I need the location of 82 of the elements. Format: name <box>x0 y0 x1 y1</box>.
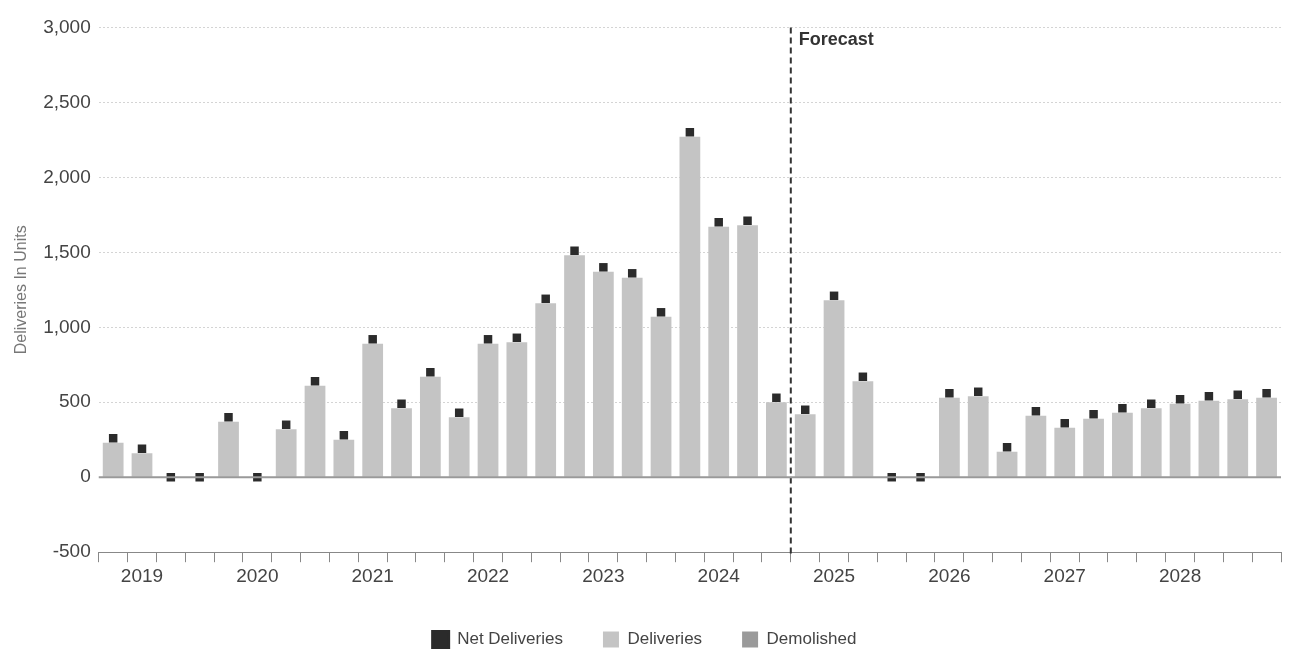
point <box>1175 395 1185 404</box>
annotation: Forecast <box>798 29 874 50</box>
point <box>1118 404 1127 413</box>
bar <box>1112 412 1133 477</box>
point <box>772 393 781 402</box>
bar <box>823 300 845 477</box>
legend-label: Deliveries <box>627 629 703 649</box>
point <box>714 218 723 227</box>
bar <box>852 381 874 477</box>
y-axis-title: Deliveries In Units <box>12 225 30 355</box>
bar <box>650 316 672 477</box>
bar <box>737 225 758 477</box>
bar <box>1227 399 1249 477</box>
bar <box>506 342 528 477</box>
bar <box>1054 427 1076 477</box>
bar <box>131 453 153 477</box>
bar <box>362 343 384 477</box>
point <box>541 294 550 304</box>
y-tick-label: 2,000 <box>43 165 91 187</box>
point <box>483 335 493 344</box>
bar <box>304 385 326 477</box>
y-tick-label: 0 <box>80 465 91 487</box>
x-tick-label: 2024 <box>697 564 741 586</box>
bar <box>1198 400 1220 477</box>
point <box>1204 392 1214 401</box>
point <box>1089 410 1098 419</box>
y-tick-label: 2,500 <box>43 90 91 112</box>
point <box>627 269 637 278</box>
bar <box>218 421 239 477</box>
bar <box>419 376 441 477</box>
legend-label: Demolished <box>766 629 857 649</box>
bar <box>535 303 557 477</box>
bar <box>1140 408 1162 477</box>
bar <box>679 136 701 477</box>
x-tick-label: 2019 <box>120 564 164 586</box>
point <box>743 216 752 226</box>
bar <box>708 226 730 477</box>
bar <box>794 414 816 477</box>
legend-label: Net Deliveries <box>457 629 563 649</box>
point <box>685 128 695 137</box>
point <box>599 263 608 272</box>
y-tick-label: 1,500 <box>43 240 91 262</box>
point <box>397 399 406 408</box>
bar <box>996 451 1018 477</box>
point <box>368 335 377 344</box>
bar <box>766 402 787 477</box>
point <box>1262 389 1271 398</box>
bar <box>1256 397 1277 477</box>
point <box>1060 419 1069 428</box>
y-tick-label: 1,000 <box>43 315 91 337</box>
x-tick-label: 2023 <box>582 564 625 586</box>
y-tick-label: 3,000 <box>43 15 91 37</box>
bar <box>477 343 499 477</box>
point <box>656 308 666 317</box>
point <box>426 368 435 377</box>
x-tick-label: 2022 <box>466 564 510 586</box>
x-tick-label: 2026 <box>928 564 971 586</box>
point <box>224 413 233 422</box>
point <box>945 389 954 398</box>
bar <box>448 417 470 477</box>
bar <box>275 429 297 477</box>
bar <box>564 255 585 477</box>
x-tick-label: 2021 <box>351 564 394 586</box>
bar <box>1169 403 1191 477</box>
y-tick-label: 500 <box>59 390 91 412</box>
bar <box>1083 418 1104 477</box>
x-tick-label: 2025 <box>812 564 856 586</box>
bar <box>333 439 355 477</box>
bar <box>391 408 412 477</box>
x-tick-label: 2028 <box>1158 564 1202 586</box>
bar <box>102 442 124 477</box>
bar <box>939 397 960 477</box>
y-tick-label: -500 <box>52 540 91 562</box>
bar <box>621 277 643 477</box>
x-tick-label: 2027 <box>1043 564 1086 586</box>
bar <box>1025 415 1047 477</box>
point <box>310 377 320 386</box>
point <box>570 246 579 256</box>
point <box>137 444 147 453</box>
bar <box>592 271 614 477</box>
bar <box>967 396 989 477</box>
x-tick-label: 2020 <box>236 564 279 586</box>
